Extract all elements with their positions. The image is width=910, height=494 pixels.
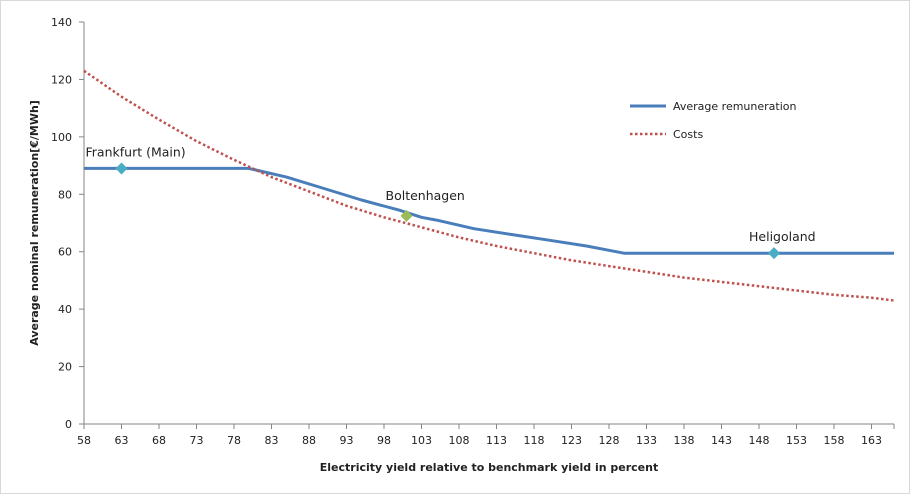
x-axis-title: Electricity yield relative to benchmark …	[320, 461, 658, 474]
annotation-boltenhagen: Boltenhagen	[386, 188, 465, 203]
legend-label-costs: Costs	[673, 128, 703, 141]
x-tick-label: 88	[302, 434, 316, 447]
x-tick-label: 58	[77, 434, 91, 447]
annotation-heligoland: Heligoland	[749, 229, 816, 244]
y-tick-label: 120	[51, 73, 72, 86]
series-lines	[83, 69, 895, 302]
x-tick-label: 138	[674, 434, 695, 447]
x-tick-label: 118	[524, 434, 545, 447]
y-axis-title: Average nominal remuneration[€/MWh]	[28, 100, 41, 346]
annotation-marker	[400, 209, 413, 222]
x-tick-label: 128	[599, 434, 620, 447]
x-tick-label: 113	[486, 434, 507, 447]
axes	[79, 21, 895, 429]
x-tick-label: 158	[824, 434, 845, 447]
x-tick-label: 63	[115, 434, 129, 447]
annotation-frankfurt: Frankfurt (Main)	[86, 144, 186, 159]
annotation-marker	[768, 247, 780, 260]
x-tick-label: 68	[152, 434, 166, 447]
x-tick-label: 83	[265, 434, 279, 447]
y-tick-label: 40	[58, 303, 72, 316]
x-tick-label: 108	[449, 434, 470, 447]
y-tick-label: 80	[58, 188, 72, 201]
series-line-costs	[83, 69, 895, 302]
y-tick-label: 140	[51, 16, 72, 29]
legend-label-average-remuneration: Average remuneration	[673, 100, 797, 113]
y-tick-label: 20	[58, 361, 72, 374]
y-tick-label: 0	[65, 418, 72, 431]
x-tick-label: 163	[861, 434, 882, 447]
x-tick-label: 143	[711, 434, 732, 447]
x-tick-label: 98	[377, 434, 391, 447]
y-tick-labels: 0 20 40 60 80 100 120 140	[51, 16, 72, 431]
x-tick-label: 133	[636, 434, 657, 447]
series-line-average-remuneration	[84, 166, 894, 255]
x-tick-label: 123	[561, 434, 582, 447]
x-tick-label: 78	[227, 434, 241, 447]
y-tick-label: 60	[58, 246, 72, 259]
x-tick-label: 73	[190, 434, 204, 447]
x-tick-label: 93	[340, 434, 354, 447]
x-tick-labels: 58 63 68 73 78 83 88 93 98 103 108 113 118 123 128 133 1…	[77, 434, 882, 447]
annotation-markers	[115, 162, 780, 260]
y-tick-label: 100	[51, 131, 72, 144]
x-tick-label: 148	[749, 434, 770, 447]
x-tick-label: 153	[786, 434, 807, 447]
annotation-marker	[115, 162, 128, 175]
legend: Average remuneration Costs	[630, 100, 797, 141]
x-tick-label: 103	[411, 434, 432, 447]
